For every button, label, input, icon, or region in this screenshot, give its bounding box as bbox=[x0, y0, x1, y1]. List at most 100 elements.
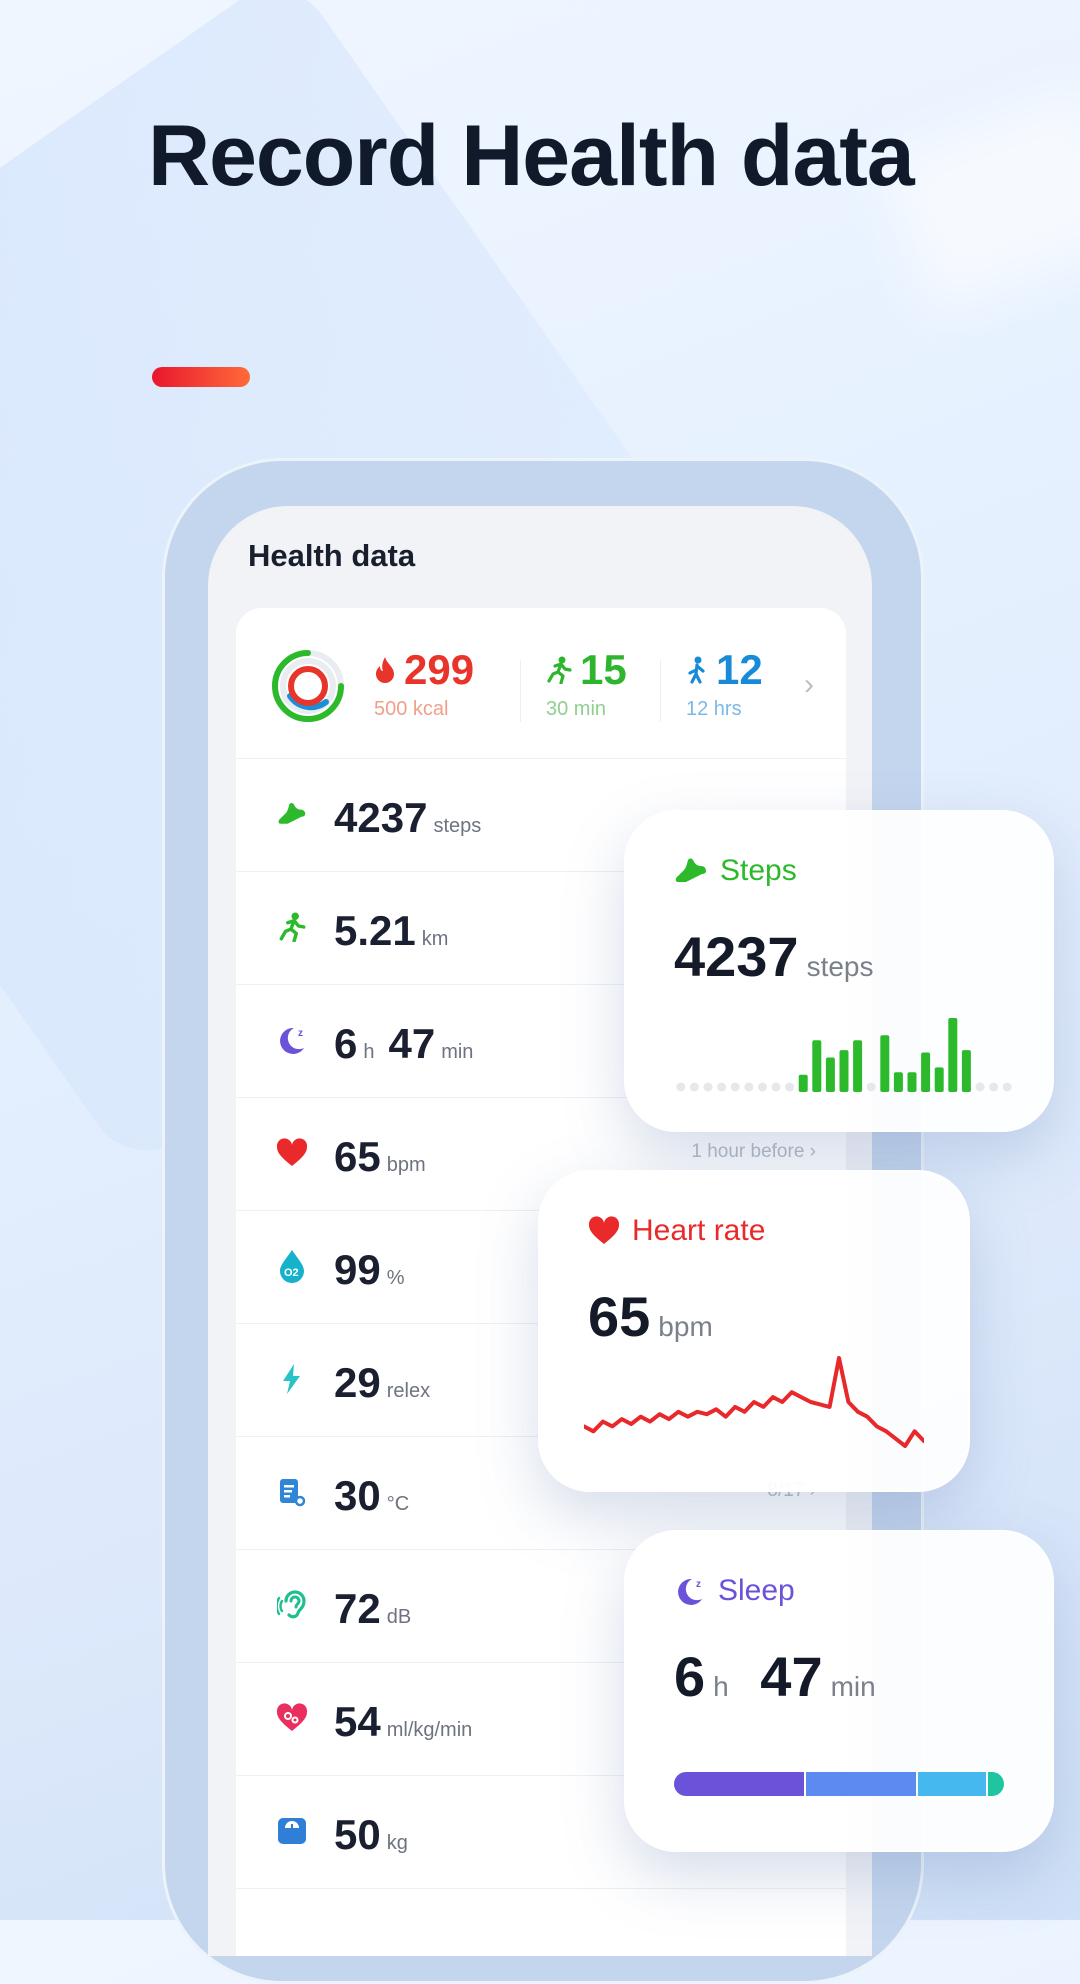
metric-row-mlkgmin[interactable]: 54 ml/kg/min bbox=[236, 1662, 846, 1776]
heart-rate-line bbox=[584, 1356, 924, 1448]
stand-goal: 12 hrs bbox=[686, 698, 742, 720]
steps-bar-empty bbox=[703, 1082, 713, 1092]
sleep-stage-segment bbox=[805, 1772, 916, 1796]
svg-text:z: z bbox=[696, 1579, 701, 1590]
metric-value: 4237 steps bbox=[334, 794, 482, 841]
heart-icon bbox=[274, 1135, 310, 1171]
sleep-minutes: 47 bbox=[760, 1645, 823, 1708]
metric-value: 54 ml/kg/min bbox=[334, 1698, 473, 1745]
heart-rate-line-chart bbox=[584, 1356, 924, 1448]
steps-bar-empty bbox=[1002, 1082, 1012, 1092]
heart-icon bbox=[588, 1216, 620, 1244]
metric-value: 99% bbox=[334, 1246, 405, 1293]
exercise-value-row: 15 bbox=[546, 648, 627, 692]
steps-bar bbox=[921, 1052, 931, 1092]
metric-value: 50 kg bbox=[334, 1811, 408, 1858]
screen-title: Health data bbox=[248, 538, 416, 573]
metric-row-km[interactable]: 5.21 km bbox=[236, 871, 846, 985]
heart-card-title: Heart rate bbox=[632, 1214, 766, 1247]
accent-bar bbox=[152, 367, 250, 387]
steps-bar-empty bbox=[771, 1082, 781, 1092]
steps-bar-empty bbox=[785, 1082, 795, 1092]
exercise-summary: 15 30 min bbox=[546, 648, 627, 721]
steps-bar-empty bbox=[676, 1082, 686, 1092]
walk-icon bbox=[688, 656, 705, 684]
oxygen-drop-icon: O2 bbox=[274, 1248, 310, 1284]
steps-bar-empty bbox=[730, 1082, 740, 1092]
calories-summary: 299 500 kcal bbox=[374, 648, 474, 721]
moon-icon: z bbox=[274, 1022, 310, 1058]
heart-card-title-row: Heart rate bbox=[588, 1214, 765, 1248]
chevron-right-icon[interactable]: › bbox=[804, 668, 814, 701]
sleep-hours: 6 bbox=[674, 1645, 706, 1708]
steps-bar-empty bbox=[989, 1082, 999, 1092]
heart-card-value: 65 bpm bbox=[588, 1284, 713, 1349]
sleep-card-title-row: z Sleep bbox=[674, 1574, 795, 1608]
steps-bar-empty bbox=[975, 1082, 985, 1092]
sleep-minutes-unit: min bbox=[830, 1671, 876, 1702]
steps-bar bbox=[812, 1040, 822, 1092]
steps-bar bbox=[880, 1035, 890, 1092]
sleep-stage-bar bbox=[674, 1772, 1004, 1796]
calories-goal: 500 kcal bbox=[374, 698, 449, 720]
metric-row-h[interactable]: z 6 h 47 min bbox=[236, 984, 846, 1098]
divider bbox=[660, 660, 661, 722]
activity-summary[interactable]: 299 500 kcal 15 30 min bbox=[236, 608, 846, 759]
steps-card-title: Steps bbox=[720, 854, 797, 887]
stand-value-row: 12 bbox=[686, 648, 763, 692]
activity-ring-icon bbox=[272, 650, 344, 722]
calories-value-row: 299 bbox=[374, 648, 474, 692]
sleep-stage-segment bbox=[674, 1772, 804, 1796]
stand-value: 12 bbox=[716, 646, 763, 693]
bolt-icon bbox=[274, 1361, 310, 1397]
metric-value: 30 °C bbox=[334, 1472, 410, 1519]
steps-bar-empty bbox=[866, 1082, 876, 1092]
steps-bar bbox=[934, 1067, 944, 1092]
sleep-hours-unit: h bbox=[713, 1671, 729, 1702]
steps-card-unit: steps bbox=[806, 951, 874, 982]
metric-row-steps[interactable]: 4237 steps bbox=[236, 758, 846, 872]
svg-text:z: z bbox=[298, 1028, 303, 1039]
svg-text:O2: O2 bbox=[284, 1267, 299, 1279]
steps-bar-empty bbox=[689, 1082, 699, 1092]
steps-bar bbox=[825, 1057, 835, 1092]
steps-bar-empty bbox=[757, 1082, 767, 1092]
chevron-right-icon: › bbox=[809, 1141, 816, 1162]
heart-card-unit: bpm bbox=[658, 1311, 713, 1342]
scale-icon bbox=[274, 1813, 310, 1849]
metric-value: 29 relex bbox=[334, 1359, 431, 1406]
steps-bar-empty bbox=[717, 1082, 727, 1092]
thermometer-icon bbox=[274, 1474, 310, 1510]
steps-bar bbox=[948, 1018, 958, 1092]
metric-meta: 1 hour before › bbox=[691, 1141, 816, 1162]
steps-bar bbox=[961, 1050, 971, 1092]
steps-bar-chart bbox=[676, 1018, 1012, 1092]
calories-value: 299 bbox=[404, 646, 475, 693]
steps-bar bbox=[798, 1074, 808, 1092]
exercise-value: 15 bbox=[580, 646, 627, 693]
divider bbox=[520, 660, 521, 722]
stand-summary: 12 12 hrs bbox=[686, 648, 763, 721]
steps-bar bbox=[839, 1050, 849, 1092]
metric-value: 6 h 47 min bbox=[334, 1020, 474, 1067]
sleep-card-title: Sleep bbox=[718, 1574, 795, 1607]
metric-value: 65 bpm bbox=[334, 1133, 426, 1180]
steps-card-title-row: Steps bbox=[674, 854, 797, 888]
run-icon bbox=[547, 656, 572, 684]
flame-icon bbox=[376, 657, 394, 683]
steps-bar bbox=[907, 1072, 917, 1092]
steps-card[interactable]: Steps 4237 steps bbox=[624, 810, 1054, 1132]
run-icon bbox=[274, 909, 310, 945]
steps-bar-empty bbox=[744, 1082, 754, 1092]
heart-rate-card[interactable]: Heart rate 65 bpm bbox=[538, 1170, 970, 1492]
metric-value: 72 dB bbox=[334, 1585, 412, 1632]
metric-row-db[interactable]: 72 dB bbox=[236, 1549, 846, 1663]
exercise-goal: 30 min bbox=[546, 698, 607, 720]
metric-value: 5.21 km bbox=[334, 907, 449, 954]
metric-row-kg[interactable]: 50 kg bbox=[236, 1775, 846, 1889]
steps-bar bbox=[853, 1040, 863, 1092]
sleep-stage-segment bbox=[987, 1772, 1004, 1796]
steps-bar bbox=[893, 1072, 903, 1092]
